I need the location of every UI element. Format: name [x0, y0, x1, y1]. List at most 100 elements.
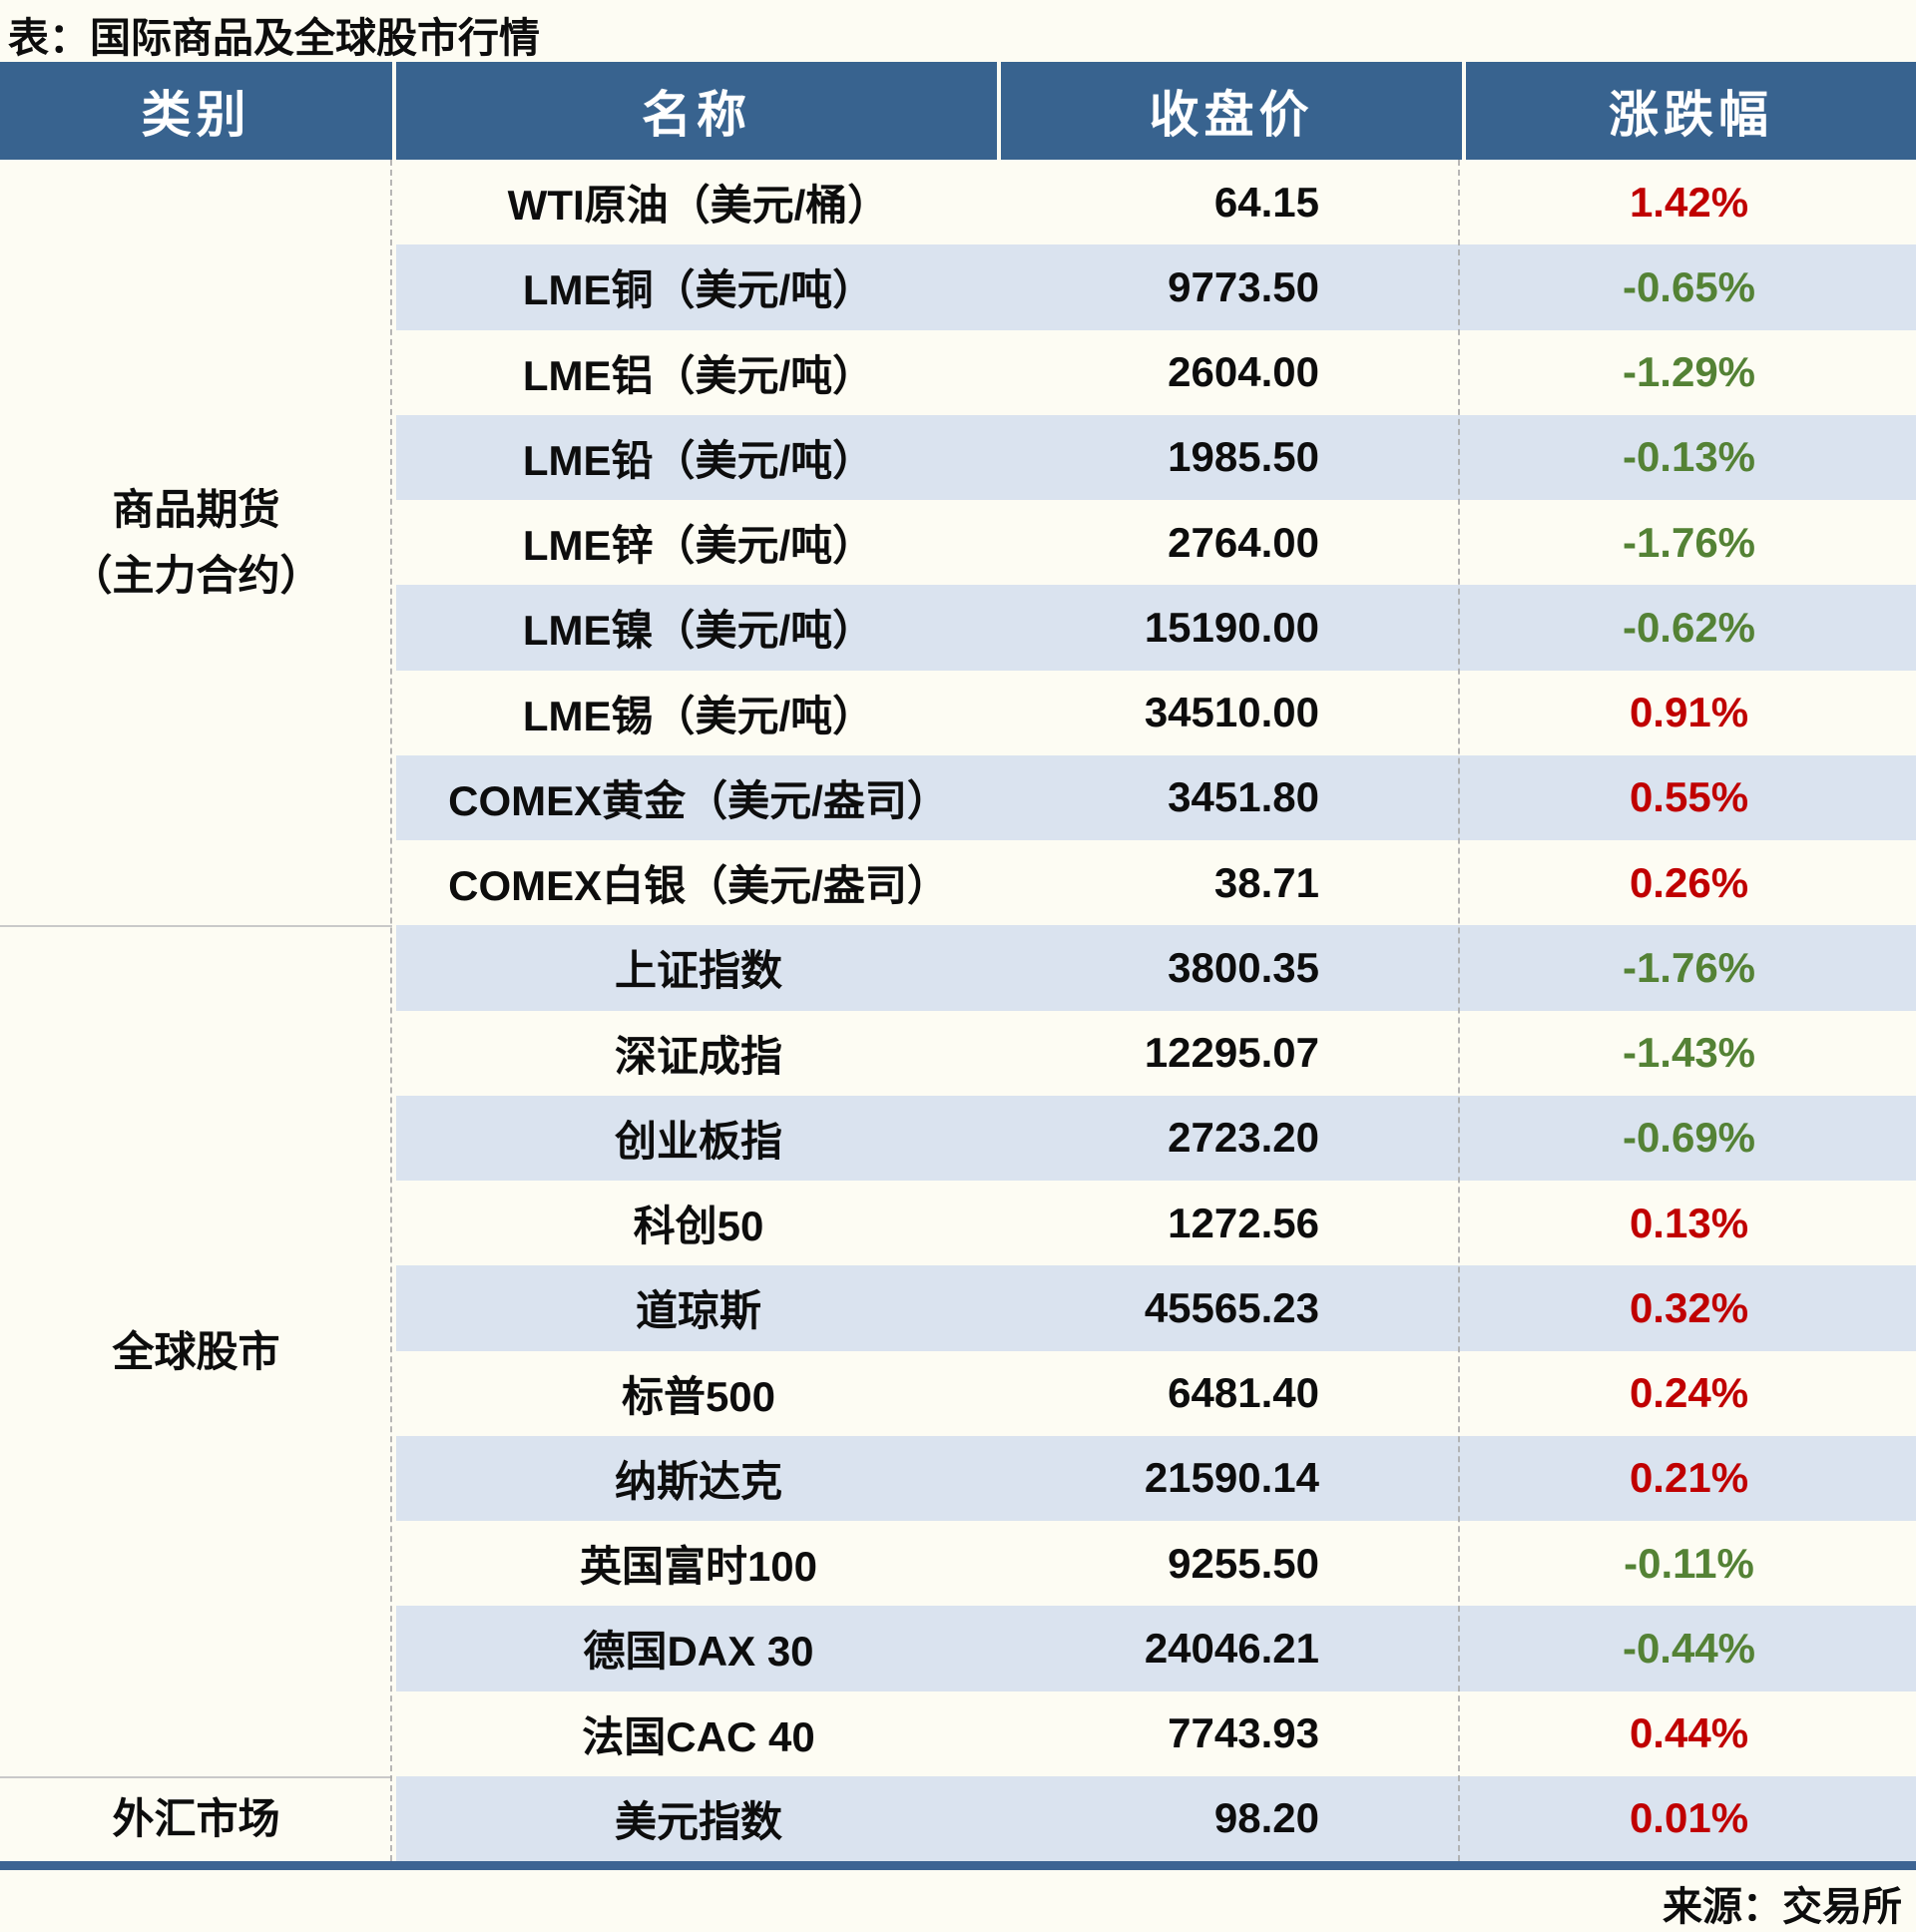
category-column: 商品期货 （主力合约） 全球股市外汇市场 [0, 160, 392, 1861]
table-row: LME锌（美元/吨） 2764.00 -1.76% [0, 500, 1916, 585]
change-percent: 0.13% [1629, 1199, 1749, 1246]
change-percent: 0.24% [1629, 1369, 1749, 1417]
change-percent: -0.11% [1624, 1539, 1754, 1587]
category-label-line: 全球股市 [112, 1327, 280, 1375]
category-label-line: （主力合约） [70, 551, 322, 599]
instrument-name: 美元指数 [396, 1775, 1001, 1861]
column-header-change: 涨跌幅 [1466, 62, 1916, 160]
close-price: 98.20 [1001, 1775, 1462, 1861]
instrument-name: LME镍（美元/吨） [396, 585, 1001, 671]
table-row: LME铜（美元/吨） 9773.50 -0.65% [0, 244, 1916, 330]
table-row: 标普500 6481.40 0.24% [0, 1351, 1916, 1436]
close-price: 64.15 [1213, 178, 1319, 226]
close-price: 45565.23 [1001, 1265, 1462, 1351]
close-price: 1985.50 [1001, 414, 1462, 500]
change-percent: -0.13% [1462, 414, 1916, 500]
close-price: 2604.00 [1168, 348, 1319, 396]
instrument-name: LME锌（美元/吨） [522, 522, 875, 570]
table-row: 法国CAC 40 7743.93 0.44% [0, 1691, 1916, 1776]
market-table: 类别 名称 收盘价 涨跌幅 WTI原油（美元/桶） 64.15 1.42% LM… [0, 62, 1916, 1861]
table-row: LME铝（美元/吨） 2604.00 -1.29% [0, 330, 1916, 415]
instrument-name: LME铅（美元/吨） [396, 414, 1001, 500]
table-header-row: 类别 名称 收盘价 涨跌幅 [0, 62, 1916, 160]
table-row: WTI原油（美元/桶） 64.15 1.42% [0, 160, 1916, 244]
close-price: 3800.35 [1001, 925, 1462, 1011]
instrument-name: LME铝（美元/吨） [522, 351, 875, 399]
table-row: 美元指数 98.20 0.01% [0, 1775, 1916, 1861]
instrument-name: COMEX黄金（美元/盎司） [396, 754, 1001, 840]
change-percent: -0.62% [1462, 585, 1916, 671]
category-label: 商品期货 （主力合约） [0, 160, 392, 925]
instrument-name: LME锡（美元/吨） [522, 692, 875, 739]
change-percent: 1.42% [1629, 178, 1749, 226]
change-percent: 0.91% [1629, 689, 1749, 736]
table-row: 纳斯达克 21590.14 0.21% [0, 1435, 1916, 1521]
close-price: 38.71 [1213, 858, 1319, 906]
column-divider-category [390, 160, 392, 1861]
change-percent: -1.29% [1622, 348, 1756, 396]
instrument-name: 道琼斯 [396, 1265, 1001, 1351]
change-percent: -1.76% [1622, 518, 1756, 566]
close-price: 1272.56 [1168, 1199, 1319, 1246]
close-price: 15190.00 [1001, 585, 1462, 671]
table-row: 创业板指 2723.20 -0.69% [0, 1095, 1916, 1181]
close-price: 6481.40 [1168, 1369, 1319, 1417]
instrument-name: COMEX白银（美元/盎司） [448, 862, 949, 910]
close-price: 34510.00 [1144, 689, 1319, 736]
column-header-category: 类别 [0, 62, 396, 160]
instrument-name: 德国DAX 30 [396, 1606, 1001, 1691]
instrument-name: 标普500 [621, 1372, 776, 1420]
change-percent: 0.01% [1462, 1775, 1916, 1861]
source-note: 来源：交易所 [1663, 1885, 1902, 1929]
instrument-name: LME铜（美元/吨） [396, 244, 1001, 330]
close-price: 3451.80 [1001, 754, 1462, 840]
instrument-name: 上证指数 [396, 925, 1001, 1011]
table-body: WTI原油（美元/桶） 64.15 1.42% LME铜（美元/吨） 9773.… [0, 160, 1916, 1861]
table-row: LME铅（美元/吨） 1985.50 -0.13% [0, 414, 1916, 500]
change-percent: -1.76% [1462, 925, 1916, 1011]
change-percent: 0.55% [1462, 754, 1916, 840]
table-title: 表：国际商品及全球股市行情 [8, 15, 540, 61]
change-percent: 0.32% [1462, 1265, 1916, 1351]
table-row: 科创50 1272.56 0.13% [0, 1181, 1916, 1265]
instrument-name: 科创50 [633, 1203, 764, 1250]
close-price: 9255.50 [1168, 1539, 1319, 1587]
category-label-line: 商品期货 [112, 485, 280, 533]
close-price: 21590.14 [1001, 1435, 1462, 1521]
close-price: 9773.50 [1001, 244, 1462, 330]
change-percent: 0.26% [1629, 858, 1749, 906]
instrument-name: 创业板指 [396, 1095, 1001, 1181]
change-percent: 0.44% [1629, 1709, 1749, 1757]
table-row: LME镍（美元/吨） 15190.00 -0.62% [0, 585, 1916, 671]
table-row: COMEX黄金（美元/盎司） 3451.80 0.55% [0, 754, 1916, 840]
table-row: 德国DAX 30 24046.21 -0.44% [0, 1606, 1916, 1691]
change-percent: -0.65% [1462, 244, 1916, 330]
close-price: 7743.93 [1168, 1709, 1319, 1757]
table-row: COMEX白银（美元/盎司） 38.71 0.26% [0, 840, 1916, 925]
close-price: 12295.07 [1144, 1029, 1319, 1077]
instrument-name: 纳斯达克 [396, 1435, 1001, 1521]
table-row: 道琼斯 45565.23 0.32% [0, 1265, 1916, 1351]
table-row: LME锡（美元/吨） 34510.00 0.91% [0, 671, 1916, 755]
table-row: 上证指数 3800.35 -1.76% [0, 925, 1916, 1011]
column-divider-change [1458, 160, 1460, 1861]
table-row: 英国富时100 9255.50 -0.11% [0, 1521, 1916, 1606]
change-percent: 0.21% [1462, 1435, 1916, 1521]
change-percent: -1.43% [1622, 1029, 1756, 1077]
column-header-name: 名称 [396, 62, 1001, 160]
instrument-name: 法国CAC 40 [582, 1712, 815, 1760]
table-row: 深证成指 12295.07 -1.43% [0, 1011, 1916, 1096]
column-header-close: 收盘价 [1001, 62, 1466, 160]
close-price: 2723.20 [1001, 1095, 1462, 1181]
category-label: 外汇市场 [0, 1775, 392, 1861]
category-label-line: 外汇市场 [112, 1795, 280, 1843]
instrument-name: 深证成指 [614, 1032, 782, 1080]
instrument-name: WTI原油（美元/桶） [507, 182, 890, 230]
instrument-name: 英国富时100 [579, 1543, 818, 1591]
close-price: 24046.21 [1001, 1606, 1462, 1691]
category-label: 全球股市 [0, 925, 392, 1776]
close-price: 2764.00 [1168, 518, 1319, 566]
bottom-rule [0, 1861, 1916, 1870]
change-percent: -0.44% [1462, 1606, 1916, 1691]
